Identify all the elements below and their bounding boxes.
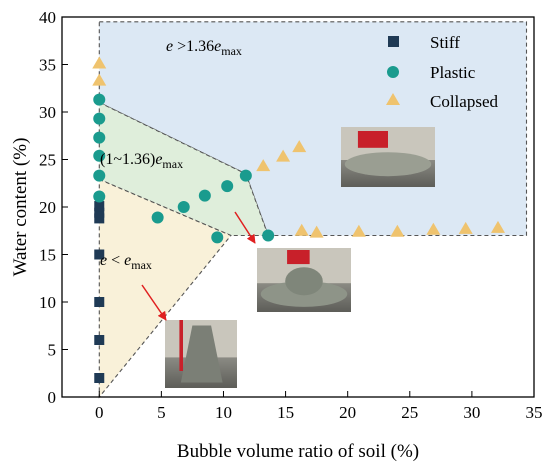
point-plastic <box>93 169 106 182</box>
photos-layer <box>165 127 435 388</box>
photo-plastic <box>257 248 351 312</box>
point-collapsed <box>92 73 107 86</box>
x-tick-label: 25 <box>401 403 418 422</box>
y-tick-label: 40 <box>39 8 56 27</box>
point-plastic <box>151 211 164 224</box>
legend-square-marker <box>388 36 399 47</box>
point-stiff <box>94 207 105 218</box>
x-tick-label: 35 <box>526 403 543 422</box>
y-tick-label: 10 <box>39 293 56 312</box>
point-plastic <box>93 112 106 125</box>
x-tick-label: 20 <box>339 403 356 422</box>
x-tick-label: 15 <box>277 403 294 422</box>
legend: Stiff Plastic Collapsed <box>386 33 498 111</box>
data-points <box>92 56 505 383</box>
point-plastic <box>177 201 190 213</box>
legend-circle-marker <box>387 66 399 78</box>
point-plastic <box>93 131 106 144</box>
point-plastic <box>262 229 275 242</box>
y-tick-label: 30 <box>39 103 56 122</box>
y-axis-title: Water content (%) <box>10 138 31 277</box>
y-tick-label: 5 <box>48 341 57 360</box>
photo-plastic-soil-mound <box>285 267 323 296</box>
point-stiff <box>94 297 105 307</box>
point-stiff <box>94 373 105 383</box>
point-stiff <box>94 335 105 345</box>
point-plastic <box>221 180 234 193</box>
point-plastic <box>93 93 106 106</box>
x-tick-label: 10 <box>215 403 232 422</box>
x-tick-label: 5 <box>157 403 166 422</box>
axis-ticks: 0 5 10 15 20 25 30 35 0 5 10 15 20 25 30 35 40 <box>39 8 543 422</box>
photo-stiff-soil-cone <box>180 325 223 383</box>
photo-stiff <box>165 320 237 388</box>
photo-plastic-red-bucket <box>287 250 310 265</box>
point-plastic <box>211 231 224 244</box>
legend-label-stiff: Stiff <box>430 33 460 52</box>
point-collapsed <box>276 149 291 162</box>
arrow-to-plastic-photo <box>234 211 256 244</box>
point-stiff <box>94 213 105 224</box>
point-collapsed <box>426 222 441 235</box>
y-tick-label: 35 <box>39 56 56 75</box>
point-plastic <box>239 169 252 182</box>
point-stiff <box>94 249 105 260</box>
photo-stiff-red-rod <box>179 320 183 371</box>
point-collapsed <box>294 223 309 236</box>
point-collapsed <box>256 159 271 172</box>
point-collapsed <box>351 224 366 237</box>
point-collapsed <box>92 56 107 69</box>
y-tick-label: 25 <box>39 151 56 170</box>
annotation-stiff-condition: e < emax <box>100 252 152 272</box>
point-collapsed <box>458 221 473 234</box>
point-collapsed <box>309 225 324 238</box>
point-collapsed <box>390 224 405 237</box>
annotation-collapsed-condition: e >1.36emax <box>166 38 242 58</box>
point-plastic <box>93 149 106 162</box>
x-tick-label: 30 <box>463 403 480 422</box>
legend-label-collapsed: Collapsed <box>430 92 498 111</box>
arrow-to-stiff-photo <box>141 284 167 321</box>
y-tick-label: 0 <box>48 388 57 407</box>
x-tick-label: 0 <box>95 403 104 422</box>
x-axis-title: Bubble volume ratio of soil (%) <box>177 441 419 462</box>
legend-triangle-marker <box>386 93 400 105</box>
point-stiff <box>94 201 105 212</box>
photo-collapsed-red-bucket <box>357 131 388 148</box>
annotation-plastic-condition: (1~1.36)emax <box>100 151 183 171</box>
point-plastic <box>198 189 211 202</box>
photo-collapsed <box>341 127 435 187</box>
y-tick-label: 20 <box>39 198 56 217</box>
point-plastic <box>93 190 106 203</box>
point-collapsed <box>292 140 307 153</box>
y-tick-label: 15 <box>39 246 56 265</box>
legend-label-plastic: Plastic <box>430 63 476 82</box>
photo-collapsed-soil-patty <box>344 152 432 177</box>
point-collapsed <box>490 220 505 233</box>
